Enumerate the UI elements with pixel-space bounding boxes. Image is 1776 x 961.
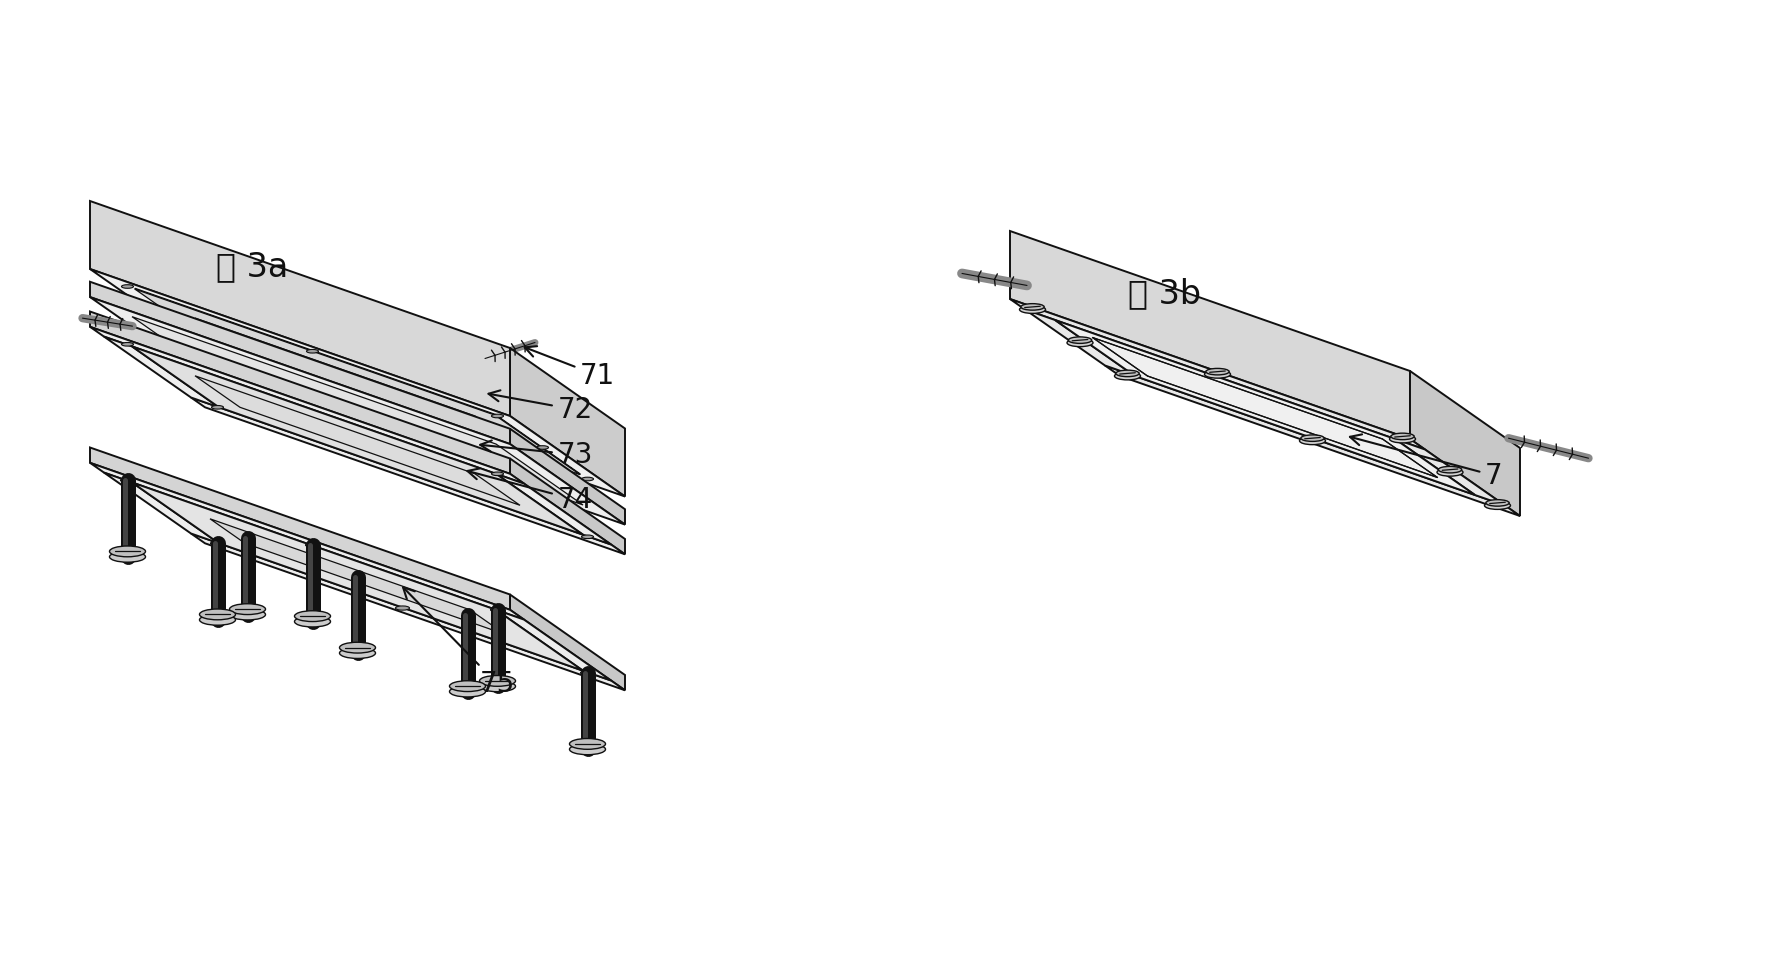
- Ellipse shape: [1485, 502, 1511, 509]
- Ellipse shape: [295, 616, 330, 627]
- Polygon shape: [91, 282, 510, 444]
- Polygon shape: [1105, 365, 1520, 516]
- Polygon shape: [510, 458, 625, 554]
- Text: 72: 72: [488, 390, 593, 424]
- Polygon shape: [91, 448, 510, 610]
- Ellipse shape: [570, 738, 606, 750]
- Polygon shape: [91, 311, 510, 474]
- Text: 图 3b: 图 3b: [1128, 277, 1202, 310]
- Ellipse shape: [211, 348, 224, 352]
- Polygon shape: [135, 289, 581, 475]
- Ellipse shape: [1069, 337, 1092, 343]
- Ellipse shape: [339, 648, 375, 658]
- Polygon shape: [91, 297, 625, 525]
- Polygon shape: [105, 473, 218, 543]
- Ellipse shape: [229, 609, 265, 620]
- Polygon shape: [210, 519, 504, 634]
- Ellipse shape: [1300, 437, 1325, 445]
- Ellipse shape: [110, 552, 146, 562]
- Polygon shape: [1055, 320, 1476, 495]
- Ellipse shape: [570, 744, 606, 754]
- Text: 图 3a: 图 3a: [217, 251, 289, 283]
- Polygon shape: [105, 336, 218, 407]
- Polygon shape: [496, 610, 611, 680]
- Ellipse shape: [396, 606, 410, 610]
- Polygon shape: [91, 201, 510, 416]
- Ellipse shape: [1067, 339, 1092, 347]
- Ellipse shape: [396, 412, 408, 416]
- Polygon shape: [192, 533, 625, 690]
- Polygon shape: [1410, 371, 1520, 516]
- Text: 73: 73: [480, 440, 593, 469]
- Ellipse shape: [1206, 368, 1229, 375]
- Ellipse shape: [211, 541, 224, 546]
- Ellipse shape: [492, 414, 504, 418]
- Ellipse shape: [449, 686, 485, 697]
- Polygon shape: [1394, 439, 1504, 505]
- Text: 74: 74: [467, 468, 593, 513]
- Ellipse shape: [480, 681, 515, 692]
- Ellipse shape: [1391, 433, 1414, 439]
- Ellipse shape: [1204, 370, 1231, 378]
- Text: 75: 75: [403, 587, 515, 698]
- Polygon shape: [496, 414, 581, 475]
- Polygon shape: [91, 327, 524, 483]
- Ellipse shape: [449, 680, 485, 692]
- Ellipse shape: [1300, 435, 1325, 441]
- Polygon shape: [1025, 309, 1135, 376]
- Ellipse shape: [1439, 466, 1462, 473]
- Ellipse shape: [581, 671, 595, 675]
- Ellipse shape: [1389, 435, 1415, 443]
- Ellipse shape: [121, 479, 135, 482]
- Polygon shape: [510, 348, 625, 497]
- Polygon shape: [192, 398, 625, 554]
- Ellipse shape: [1019, 306, 1046, 313]
- Polygon shape: [195, 376, 520, 505]
- Polygon shape: [135, 288, 496, 415]
- Ellipse shape: [211, 406, 224, 409]
- Ellipse shape: [1115, 372, 1140, 380]
- Polygon shape: [496, 474, 611, 545]
- Ellipse shape: [581, 535, 593, 538]
- Ellipse shape: [199, 614, 236, 626]
- Ellipse shape: [1021, 304, 1044, 310]
- Polygon shape: [131, 317, 583, 505]
- Polygon shape: [91, 269, 625, 497]
- Polygon shape: [131, 482, 583, 671]
- Ellipse shape: [480, 676, 515, 686]
- Ellipse shape: [295, 611, 330, 622]
- Ellipse shape: [1437, 468, 1463, 476]
- Ellipse shape: [199, 609, 236, 620]
- Polygon shape: [91, 463, 524, 620]
- Ellipse shape: [492, 472, 504, 476]
- Ellipse shape: [1115, 370, 1138, 377]
- Ellipse shape: [339, 642, 375, 653]
- Ellipse shape: [305, 543, 320, 547]
- Ellipse shape: [536, 446, 549, 450]
- Polygon shape: [1092, 337, 1437, 478]
- Polygon shape: [131, 346, 583, 534]
- Ellipse shape: [581, 478, 593, 480]
- Ellipse shape: [121, 284, 133, 288]
- Ellipse shape: [110, 546, 146, 556]
- Ellipse shape: [121, 342, 133, 346]
- Ellipse shape: [1487, 500, 1510, 506]
- Polygon shape: [510, 429, 625, 525]
- Polygon shape: [1011, 231, 1410, 439]
- Ellipse shape: [167, 316, 179, 320]
- Ellipse shape: [229, 604, 265, 614]
- Polygon shape: [1011, 299, 1424, 450]
- Polygon shape: [195, 318, 520, 448]
- Ellipse shape: [307, 350, 318, 353]
- Ellipse shape: [490, 607, 504, 612]
- Polygon shape: [510, 595, 625, 690]
- Text: 71: 71: [524, 346, 614, 389]
- Text: 7: 7: [1350, 434, 1502, 489]
